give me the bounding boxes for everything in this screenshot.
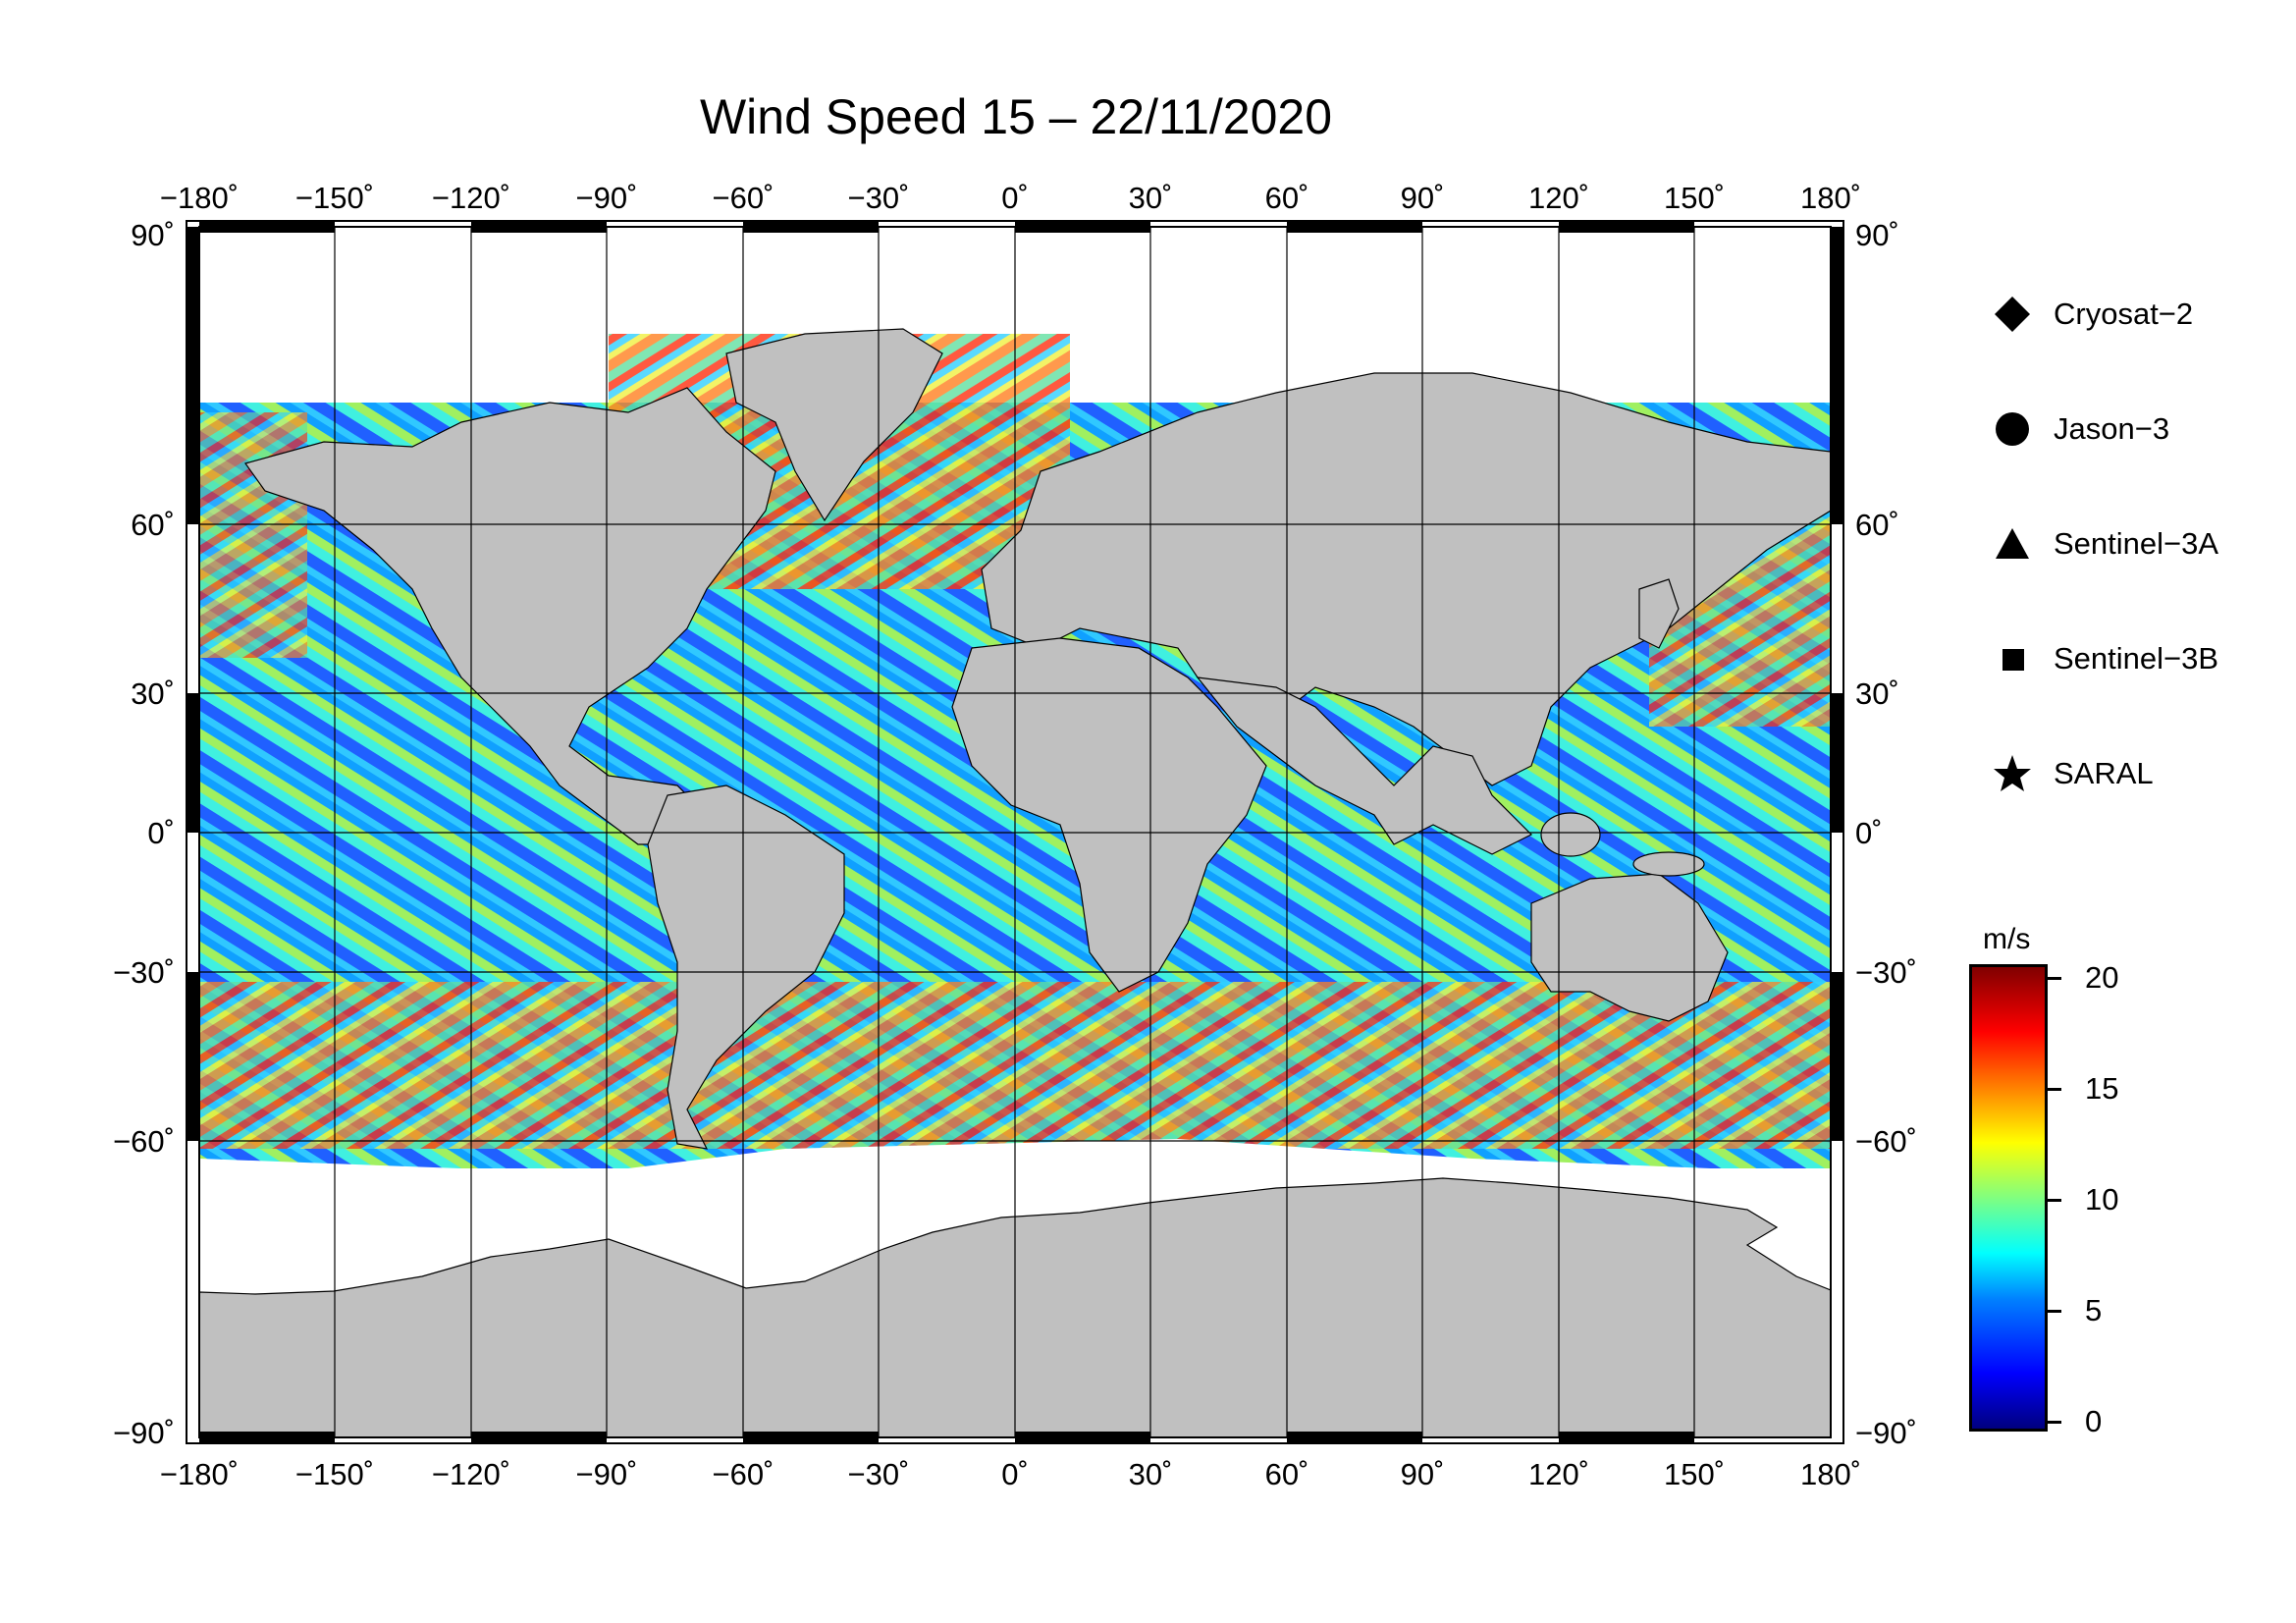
lat-tick-left: 0˚ <box>147 816 175 850</box>
north-america <box>244 387 776 845</box>
lat-tick-right: −30˚ <box>1855 955 1917 990</box>
lon-tick-bottom: −120˚ <box>432 1457 510 1491</box>
star-icon <box>1993 754 2032 793</box>
lat-tick-left: 30˚ <box>131 676 175 711</box>
legend-item-sentinel-3a: Sentinel−3A <box>1993 524 2277 639</box>
lat-tick-left: −60˚ <box>113 1124 175 1159</box>
legend-label: Jason−3 <box>2054 411 2170 446</box>
lat-tick-left: −30˚ <box>113 955 175 990</box>
lon-tick-top: 90˚ <box>1401 181 1445 215</box>
lon-tick-top: 0˚ <box>1001 181 1029 215</box>
colorbar-tick-label: 0 <box>2085 1404 2103 1438</box>
colorbar-unit: m/s <box>1983 923 2031 955</box>
japan <box>1638 578 1680 649</box>
colorbar-tick-label: 20 <box>2085 960 2119 995</box>
legend-label: SARAL <box>2054 756 2154 790</box>
colorbar-tick-mark <box>2048 1421 2061 1424</box>
lon-tick-top: −90˚ <box>576 181 638 215</box>
lon-tick-top: −150˚ <box>295 181 374 215</box>
lon-tick-bottom: −90˚ <box>576 1457 638 1491</box>
lon-tick-top: 150˚ <box>1664 181 1725 215</box>
borneo <box>1540 812 1601 857</box>
lon-tick-bottom: −150˚ <box>295 1457 374 1491</box>
colorbar-tick-mark <box>2048 1310 2061 1313</box>
lon-tick-bottom: 180˚ <box>1800 1457 1861 1491</box>
map-title: Wind Speed 15 – 22/11/2020 <box>699 89 1333 144</box>
legend-item-cryosat: Cryosat−2 <box>1993 295 2277 409</box>
square-icon <box>1993 639 2032 678</box>
lon-tick-top: −120˚ <box>432 181 510 215</box>
lat-tick-left: −90˚ <box>113 1416 175 1450</box>
legend-label: Sentinel−3B <box>2054 641 2219 676</box>
colorbar-tick-mark <box>2048 1199 2061 1202</box>
lat-tick-left: 90˚ <box>131 218 175 252</box>
graticule <box>199 227 1831 1437</box>
lon-tick-top: −30˚ <box>848 181 910 215</box>
south-america <box>647 784 845 1150</box>
legend-item-saral: SARAL <box>1993 754 2277 869</box>
frame-checker <box>187 221 1843 1443</box>
lon-tick-bottom: −30˚ <box>848 1457 910 1491</box>
legend-item-jason: Jason−3 <box>1993 409 2277 524</box>
greenland <box>725 328 943 522</box>
lat-tick-right: 60˚ <box>1855 508 1899 542</box>
lat-tick-left: 60˚ <box>131 508 175 542</box>
lon-tick-top: −180˚ <box>160 181 239 215</box>
lon-tick-top: 120˚ <box>1528 181 1589 215</box>
africa <box>951 637 1267 993</box>
lon-tick-bottom: −60˚ <box>713 1457 774 1491</box>
lon-tick-bottom: 150˚ <box>1664 1457 1725 1491</box>
lon-tick-bottom: 60˚ <box>1265 1457 1309 1491</box>
lon-tick-bottom: 0˚ <box>1001 1457 1029 1491</box>
diamond-icon <box>1993 295 2032 334</box>
colorbar-tick-label: 15 <box>2085 1071 2119 1106</box>
lon-tick-bottom: 30˚ <box>1129 1457 1173 1491</box>
new-guinea <box>1632 851 1705 877</box>
colorbar-tick-mark <box>2048 1088 2061 1091</box>
east-pacific-strong-wind <box>199 412 307 658</box>
lon-tick-top: 180˚ <box>1800 181 1861 215</box>
australia <box>1530 873 1729 1022</box>
lon-tick-top: −60˚ <box>713 181 774 215</box>
colorbar-tick-label: 5 <box>2085 1293 2103 1327</box>
lat-tick-right: 0˚ <box>1855 816 1883 850</box>
colorbar-tick-label: 10 <box>2085 1182 2119 1217</box>
lon-tick-top: 60˚ <box>1265 181 1309 215</box>
lon-tick-bottom: −180˚ <box>160 1457 239 1491</box>
satellite-legend: Cryosat−2 Jason−3 Sentinel−3A Sentinel−3… <box>1993 295 2277 869</box>
legend-label: Cryosat−2 <box>2054 297 2194 331</box>
lat-tick-right: 90˚ <box>1855 218 1899 252</box>
lat-tick-right: −60˚ <box>1855 1124 1917 1159</box>
colorbar <box>1969 964 2048 1432</box>
legend-label: Sentinel−3A <box>2054 526 2219 561</box>
lat-tick-right: 30˚ <box>1855 676 1899 711</box>
lon-tick-bottom: 120˚ <box>1528 1457 1589 1491</box>
india-arabia <box>1196 676 1533 855</box>
lon-tick-top: 30˚ <box>1129 181 1173 215</box>
circle-icon <box>1993 409 2032 449</box>
triangle-icon <box>1993 524 2032 564</box>
legend-item-sentinel-3b: Sentinel−3B <box>1993 639 2277 754</box>
colorbar-tick-mark <box>2048 977 2061 980</box>
lon-tick-bottom: 90˚ <box>1401 1457 1445 1491</box>
lat-tick-right: −90˚ <box>1855 1416 1917 1450</box>
